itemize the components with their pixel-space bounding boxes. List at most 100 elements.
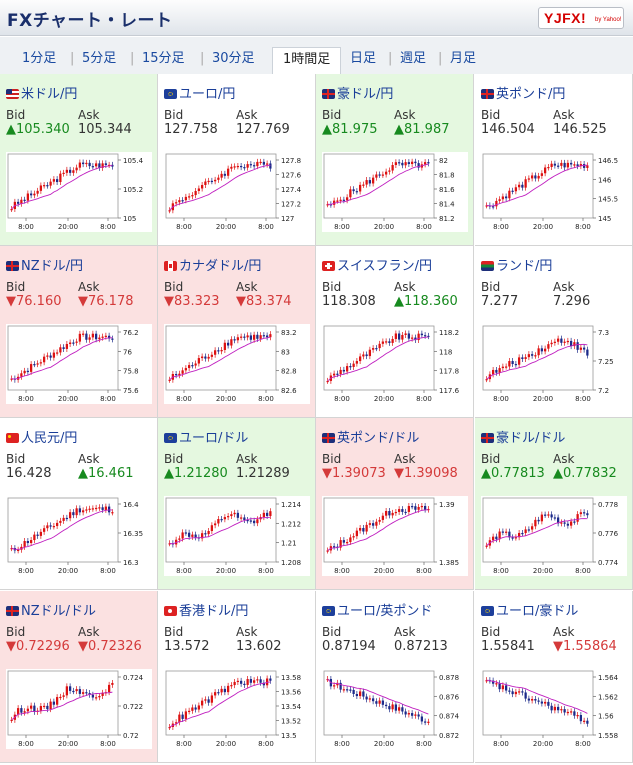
candle-body [101, 692, 104, 696]
candle-body [36, 190, 39, 194]
pair-name-text: ユーロ/英ポンド [337, 604, 433, 619]
candle-body [94, 697, 98, 699]
plot-frame [7, 153, 119, 219]
tab-3[interactable]: 15分足 [142, 51, 185, 66]
pair-name-text: ユーロ/円 [179, 87, 236, 102]
candle-body [39, 362, 43, 364]
rate-panel[interactable]: ランド/円 Bid Ask 7.277 7.296 7.3 7.25 7.2 8:00 20:00… [475, 246, 633, 418]
pair-name[interactable]: 人民元/円 [6, 427, 77, 446]
y-tick-label: 127.6 [281, 172, 302, 180]
candle-body [375, 348, 378, 350]
rate-panel[interactable]: 豪ドル/ドル Bid Ask ▲0.77813 ▲0.77832 0.778 0.776 0.… [475, 418, 633, 590]
pair-name[interactable]: 米ドル/円 [6, 83, 77, 102]
tab-4[interactable]: 30分足 [212, 51, 255, 66]
bid-value: 16.428 [6, 466, 52, 481]
candle-body [243, 336, 246, 338]
pair-name[interactable]: 香港ドル/円 [164, 600, 248, 619]
candle-body [49, 525, 52, 527]
nz-flag-icon [6, 261, 19, 271]
y-tick-label: 117.8 [439, 368, 459, 376]
candle-body [391, 512, 394, 516]
candle-body [378, 174, 381, 176]
rate-panel[interactable]: NZドル/ドル Bid Ask ▼0.72296 ▼0.72326 0.724 0.722 0… [0, 591, 158, 763]
pair-name[interactable]: 英ポンド/円 [481, 83, 565, 102]
candle-body [200, 356, 204, 359]
candle-body [423, 505, 427, 510]
pair-name[interactable]: 豪ドル/ドル [481, 427, 565, 446]
y-tick-label: 127.8 [281, 157, 301, 165]
candle-body [397, 509, 401, 512]
candle-body [573, 521, 576, 523]
candle-body [491, 536, 495, 541]
x-tick-label: 8:00 [176, 567, 192, 575]
bid-value: ▼76.160 [6, 294, 62, 309]
pair-name[interactable]: ユーロ/英ポンド [322, 600, 432, 619]
rate-panel[interactable]: 英ポンド/ドル Bid Ask ▼1.39073 ▼1.39098 1.39 1.385 8:… [316, 418, 474, 590]
moving-average-line [327, 336, 429, 382]
candle-body [586, 349, 589, 356]
rate-panel[interactable]: ユーロ/ドル Bid Ask ▲1.21280 1.21289 1.214 1.212 1.2… [158, 418, 316, 590]
candle-body [527, 178, 531, 180]
y-tick-label: 83.2 [281, 329, 297, 337]
candle-body [579, 715, 583, 722]
tab-5[interactable]: 1時間足 [272, 47, 342, 74]
x-tick-label: 8:00 [18, 740, 34, 748]
candle-body [29, 540, 33, 544]
rate-panel[interactable]: 米ドル/円 Bid Ask ▲105.340 105.344 105.4 105.2 105 8… [0, 74, 158, 246]
yjfx-logo[interactable]: YJFX! by Yahoo! [538, 7, 624, 29]
rate-panel[interactable]: 香港ドル/円 Bid Ask 13.572 13.602 13.58 13.56 13.54 1… [158, 591, 316, 763]
rate-panel[interactable]: 人民元/円 Bid Ask 16.428 ▲16.461 16.4 16.35 16.3 8:0… [0, 418, 158, 590]
moving-average-line [486, 679, 588, 714]
candle-body [223, 688, 227, 693]
ask-value: ▼1.39098 [394, 466, 458, 481]
y-tick-label: 0.776 [598, 530, 619, 538]
pair-name[interactable]: ユーロ/豪ドル [481, 600, 578, 619]
tab-1[interactable]: 1分足 [22, 51, 57, 66]
pair-name[interactable]: NZドル/円 [6, 255, 83, 274]
candle-body [342, 199, 346, 201]
candle-body [104, 163, 108, 165]
candle-body [514, 537, 518, 539]
x-tick-label: 20:00 [533, 740, 553, 748]
rate-panel[interactable]: ユーロ/円 Bid Ask 127.758 127.769 127.8 127.6 127.4… [158, 74, 316, 246]
rate-panel[interactable]: カナダドル/円 Bid Ask ▼83.323 ▼83.374 83.2 83 82.8 82.… [158, 246, 316, 418]
pair-name-text: ランド/円 [496, 259, 553, 274]
candle-body [514, 364, 518, 366]
plot-frame [323, 670, 435, 736]
pair-name[interactable]: カナダドル/円 [164, 255, 261, 274]
pair-name[interactable]: 英ポンド/ドル [322, 427, 419, 446]
pair-name[interactable]: 豪ドル/円 [322, 83, 393, 102]
candle-body [566, 162, 570, 168]
bid-value: ▼1.39073 [322, 466, 386, 481]
candle-body [420, 333, 424, 336]
candle-body [560, 162, 563, 166]
pair-name[interactable]: ランド/円 [481, 255, 552, 274]
candle-body [511, 537, 514, 539]
au-flag-icon [322, 89, 335, 99]
rate-panel[interactable]: 豪ドル/円 Bid Ask ▲81.975 ▲81.987 82 81.8 81.6 81.4 8… [316, 74, 474, 246]
gb-flag-icon [322, 433, 335, 443]
y-tick-label: 82.8 [281, 368, 297, 376]
pair-name[interactable]: NZドル/ドル [6, 600, 96, 619]
rate-panel[interactable]: スイスフラン/円 Bid Ask 118.308 ▲118.360 118.2 118 117… [316, 246, 474, 418]
rate-panel[interactable]: ユーロ/豪ドル Bid Ask 1.55841 ▼1.55864 1.564 1.562 1.… [475, 591, 633, 763]
rate-panel[interactable]: 英ポンド/円 Bid Ask 146.504 146.525 146.5 146 145.5 1… [475, 74, 633, 246]
x-tick-label: 20:00 [533, 223, 553, 231]
candle-body [168, 210, 171, 212]
pair-name[interactable]: スイスフラン/円 [322, 255, 432, 274]
tab-7[interactable]: 週足 [400, 51, 427, 66]
candle-body [504, 531, 508, 533]
moving-average-line [327, 163, 429, 205]
tab-8[interactable]: 月足 [450, 51, 477, 66]
rate-panel[interactable]: NZドル/円 Bid Ask ▼76.160 ▼76.178 76.2 76 75.8 75.6… [0, 246, 158, 418]
tab-6[interactable]: 日足 [350, 51, 377, 66]
tab-2[interactable]: 5分足 [82, 51, 117, 66]
candle-body [62, 347, 65, 349]
rate-panel[interactable]: ユーロ/英ポンド Bid Ask 0.87194 0.87213 0.878 0.876 0.… [316, 591, 474, 763]
pair-name[interactable]: ユーロ/ドル [164, 427, 248, 446]
candle-body [537, 175, 540, 179]
candle-body [75, 341, 78, 343]
candle-body [191, 195, 194, 197]
pair-name[interactable]: ユーロ/円 [164, 83, 235, 102]
plot-frame [482, 670, 594, 736]
